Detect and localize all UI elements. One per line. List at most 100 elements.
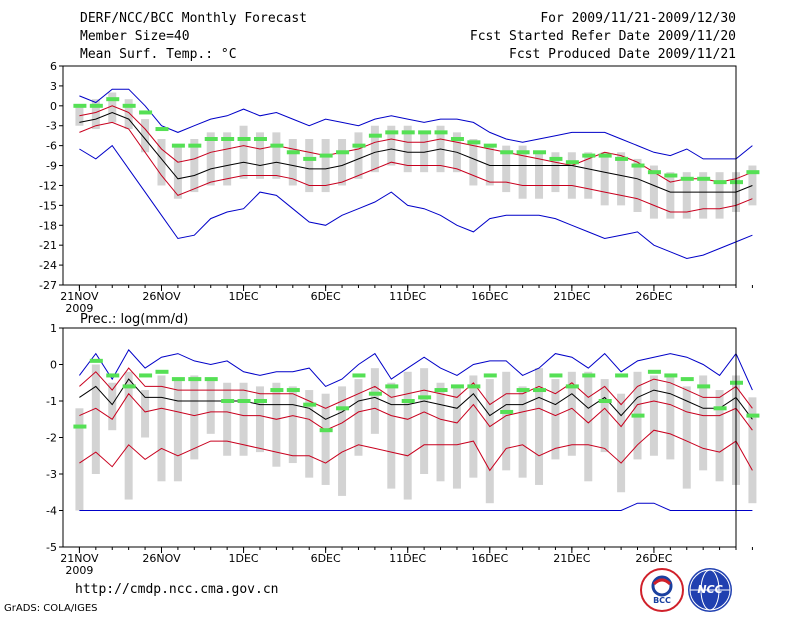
observed-marker <box>516 150 530 155</box>
observed-marker <box>418 395 432 400</box>
x-tick-label: 26DEC <box>635 552 672 565</box>
ncc-logo: NCC <box>688 568 732 612</box>
series-line-min <box>79 144 753 260</box>
ensemble-range-box <box>748 397 757 504</box>
observed-marker <box>319 153 333 158</box>
ensemble-range-box <box>600 379 609 453</box>
ensemble-range-box <box>666 172 675 219</box>
observed-marker <box>401 399 415 403</box>
observed-marker <box>303 402 317 407</box>
ensemble-range-box <box>141 390 150 438</box>
x-tick-label: 21DEC <box>553 290 590 303</box>
grads-credit: GrADS: COLA/IGES <box>4 603 98 614</box>
ensemble-range-box <box>551 379 560 460</box>
observed-marker <box>253 137 267 141</box>
observed-marker <box>204 137 218 141</box>
observed-marker <box>352 373 366 378</box>
observed-marker <box>631 163 645 168</box>
ensemble-range-box <box>682 172 691 219</box>
observed-marker <box>188 143 202 148</box>
series-line-mean <box>79 111 753 193</box>
x-tick-label: 6DEC <box>311 552 341 565</box>
observed-marker <box>746 170 760 175</box>
variable-label: Mean Surf. Temp.: °C <box>80 47 237 62</box>
x-tick-label: 1DEC <box>229 552 259 565</box>
ensemble-range-box <box>403 125 412 173</box>
observed-marker <box>746 413 760 418</box>
ensemble-range-box <box>518 386 527 478</box>
observed-marker <box>598 399 612 403</box>
ensemble-range-box <box>370 368 379 434</box>
ensemble-range-box <box>584 152 593 199</box>
ensemble-range-box <box>157 375 166 482</box>
observed-marker <box>89 358 103 363</box>
ensemble-range-box <box>272 132 281 179</box>
observed-marker <box>73 424 87 429</box>
y-tick-label: -24 <box>39 259 57 272</box>
observed-marker <box>450 137 464 141</box>
forecast-period: For 2009/11/21-2009/12/30 <box>540 11 736 26</box>
observed-marker <box>171 143 185 148</box>
observed-marker <box>680 176 694 181</box>
observed-marker <box>319 428 333 433</box>
ensemble-range-box <box>157 139 166 186</box>
observed-marker <box>336 150 350 155</box>
ensemble-range-box <box>567 371 576 456</box>
observed-marker <box>188 377 202 382</box>
ensemble-range-box <box>699 172 708 219</box>
observed-marker <box>565 384 579 389</box>
observed-marker <box>122 384 136 389</box>
x-tick-label: 11DEC <box>389 290 426 303</box>
y-tick-label: 0 <box>50 359 57 372</box>
plot-frame <box>62 65 737 286</box>
ensemble-range-box <box>469 139 478 186</box>
y-tick-label: -21 <box>39 239 57 252</box>
series-line-min <box>79 502 753 511</box>
ensemble-range-box <box>305 139 314 193</box>
ensemble-range-box <box>108 382 117 431</box>
observed-marker <box>713 180 727 185</box>
observed-marker <box>467 140 481 145</box>
ensemble-range-box <box>338 386 347 496</box>
observed-marker <box>549 373 563 378</box>
observed-marker <box>615 156 629 161</box>
ensemble-range-box <box>682 386 691 489</box>
x-tick-label: 21NOV <box>60 552 99 565</box>
ensemble-range-box <box>141 119 150 153</box>
ensemble-range-box <box>436 382 445 482</box>
observed-marker <box>106 373 120 378</box>
bcc-emblem-icon <box>651 575 673 597</box>
x-tick-label: 21DEC <box>553 552 590 565</box>
ensemble-range-box <box>469 375 478 478</box>
ensemble-range-box <box>190 375 199 460</box>
ensemble-range-box <box>354 379 363 456</box>
ensemble-range-box <box>535 368 544 485</box>
ensemble-range-box <box>305 390 314 478</box>
x-tick-sublabel: 2009 <box>65 564 93 577</box>
observed-marker <box>89 103 103 108</box>
observed-marker <box>418 130 432 135</box>
series-line-mean-sd <box>79 121 753 213</box>
x-tick-label: 26NOV <box>142 552 181 565</box>
ensemble-range-box <box>535 152 544 199</box>
y-tick-label: -6 <box>46 140 57 153</box>
x-tick-label: 21NOV <box>60 290 99 303</box>
ensemble-range-box <box>699 375 708 471</box>
y-tick-label: 1 <box>50 322 57 335</box>
observed-marker <box>385 384 399 389</box>
observed-marker <box>631 413 645 418</box>
y-tick-label: 0 <box>50 100 57 113</box>
footer-url[interactable]: http://cmdp.ncc.cma.gov.cn <box>75 582 279 597</box>
observed-marker <box>450 384 464 389</box>
observed-marker <box>368 133 382 138</box>
observed-marker <box>155 127 169 132</box>
ensemble-range-box <box>91 99 100 130</box>
observed-marker <box>582 373 596 378</box>
series-line-mean <box>79 378 753 420</box>
ensemble-range-box <box>551 152 560 193</box>
ensemble-range-box <box>223 132 232 186</box>
ensemble-range-box <box>387 125 396 166</box>
observed-marker <box>713 406 727 411</box>
observed-marker <box>500 150 514 155</box>
ensemble-range-box <box>255 386 264 453</box>
